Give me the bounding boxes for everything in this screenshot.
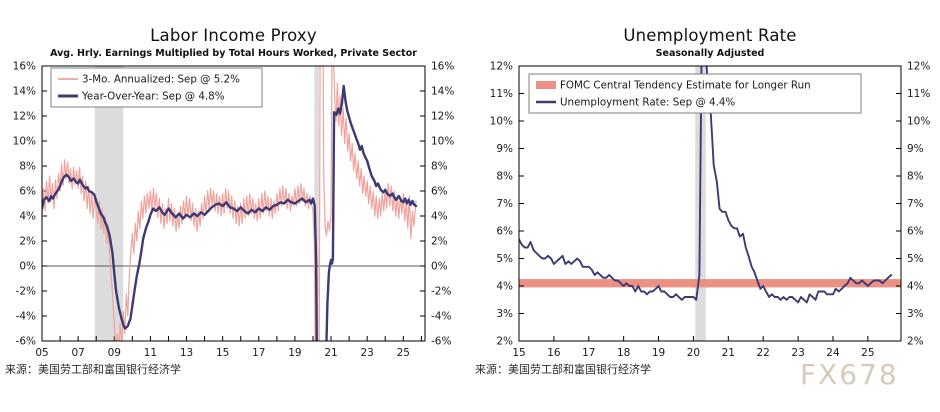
y-axis-label: -6% — [431, 336, 451, 348]
y-axis-label: 0% — [431, 261, 448, 273]
series-line-1 — [42, 84, 418, 341]
y-axis-label: 4% — [496, 281, 513, 293]
y-axis-label: 5% — [496, 253, 513, 265]
unemployment-plot: 2% 2% 3% 3% 4% 4% 5% 5% 6% 6% 7% 7% 8% 8% 9% 9% 10% 10% 11… — [490, 61, 931, 360]
y-axis-label: 10% — [907, 116, 930, 128]
chart-subtitle: Avg. Hrly. Earnings Multiplied by Total … — [50, 48, 417, 59]
labor-income-plot: -6% -6% -4% -4% -2% -2% 0% 0% 2% 2% 4% 4% 6% 6% 8% 8% 10… — [13, 61, 455, 360]
chart-title: Labor Income Proxy — [150, 26, 317, 45]
x-axis-label: 20 — [687, 347, 700, 359]
y-axis-label: 7% — [907, 198, 924, 210]
x-axis-label: 23 — [791, 347, 804, 359]
x-axis-label: 11 — [144, 347, 157, 359]
legend-band-swatch — [536, 81, 556, 89]
y-axis-label: 6% — [19, 186, 36, 198]
x-axis-label: 22 — [757, 347, 770, 359]
y-axis-label: 9% — [907, 143, 924, 155]
x-axis-label: 19 — [652, 347, 665, 359]
x-axis-label: 21 — [324, 347, 337, 359]
source-note: 来源：美国劳工部和富国银行经济学 — [475, 363, 651, 376]
y-axis-label: 8% — [19, 161, 36, 173]
x-axis-label: 25 — [397, 347, 410, 359]
y-axis-label: 6% — [431, 186, 448, 198]
x-axis-label: 17 — [252, 347, 265, 359]
x-axis-label: 23 — [361, 347, 374, 359]
y-axis-label: 10% — [13, 136, 36, 148]
y-axis-label: 2% — [907, 336, 924, 348]
y-axis-label: 6% — [907, 226, 924, 238]
y-axis-label: 14% — [13, 86, 36, 98]
y-axis-label: 3% — [907, 308, 924, 320]
y-axis-label: 4% — [19, 211, 36, 223]
x-axis-label: 05 — [35, 347, 48, 359]
y-axis-label: 12% — [907, 61, 930, 73]
source-note: 来源：美国劳工部和富国银行经济学 — [5, 363, 181, 376]
y-axis-label: -2% — [431, 286, 451, 298]
chart-title: Unemployment Rate — [623, 26, 797, 45]
watermark: FX678 — [800, 358, 899, 391]
x-axis-label: 18 — [617, 347, 630, 359]
y-axis-label: 16% — [431, 61, 454, 73]
y-axis-label: 10% — [431, 136, 454, 148]
y-axis-label: 6% — [496, 226, 513, 238]
y-axis-label: 11% — [907, 88, 930, 100]
y-axis-label: 4% — [431, 211, 448, 223]
x-axis-label: 07 — [71, 347, 84, 359]
unemployment-rate-chart: Unemployment Rate Seasonally Adjusted 2%… — [470, 0, 940, 412]
legend-label: 3-Mo. Annualized: Sep @ 5.2% — [82, 74, 240, 86]
series-line-0 — [42, 66, 417, 341]
x-axis-label: 21 — [722, 347, 735, 359]
y-axis-label: 8% — [431, 161, 448, 173]
series-line-0 — [519, 66, 893, 304]
y-axis-label: 12% — [13, 111, 36, 123]
y-axis-label: 5% — [907, 253, 924, 265]
labor-income-proxy-chart: Labor Income Proxy Avg. Hrly. Earnings M… — [5, 26, 455, 376]
x-axis-label: 17 — [582, 347, 595, 359]
y-axis-label: 4% — [907, 281, 924, 293]
y-axis-label: -4% — [16, 311, 36, 323]
y-axis-label: 8% — [496, 171, 513, 183]
y-axis-label: 16% — [13, 61, 36, 73]
legend-label: Year-Over-Year: Sep @ 4.8% — [81, 91, 225, 103]
y-axis-label: 0% — [19, 261, 36, 273]
legend-label: Unemployment Rate: Sep @ 4.4% — [560, 97, 735, 109]
y-axis-label: 3% — [496, 308, 513, 320]
y-axis-label: -6% — [16, 336, 36, 348]
legend-box — [528, 73, 862, 114]
x-axis-label: 16 — [547, 347, 561, 359]
x-axis-label: 19 — [288, 347, 301, 359]
plot-border — [518, 65, 902, 342]
y-axis-label: 2% — [19, 236, 36, 248]
x-axis-label: 13 — [180, 347, 193, 359]
x-axis-label: 24 — [826, 347, 840, 359]
y-axis-label: -2% — [16, 286, 36, 298]
y-axis-label: 2% — [496, 336, 513, 348]
y-axis-label: 8% — [907, 171, 924, 183]
y-axis-label: 12% — [490, 61, 513, 73]
recession-band — [314, 66, 319, 341]
x-axis-label: 15 — [512, 347, 525, 359]
x-axis-label: 09 — [108, 347, 121, 359]
y-axis-label: -4% — [431, 311, 451, 323]
x-axis-label: 15 — [216, 347, 229, 359]
y-axis-label: 7% — [496, 198, 513, 210]
y-axis-label: 9% — [496, 143, 513, 155]
chart-subtitle: Seasonally Adjusted — [655, 48, 765, 59]
legend-label: FOMC Central Tendency Estimate for Longe… — [560, 80, 811, 92]
y-axis-label: 10% — [490, 116, 513, 128]
y-axis-label: 11% — [490, 88, 513, 100]
y-axis-label: 12% — [431, 111, 454, 123]
fomc-central-tendency-band — [519, 279, 901, 288]
x-axis-label: 25 — [861, 347, 874, 359]
legend-box — [50, 67, 263, 108]
y-axis-label: 2% — [431, 236, 448, 248]
plot-border — [41, 65, 426, 342]
y-axis-label: 14% — [431, 86, 454, 98]
